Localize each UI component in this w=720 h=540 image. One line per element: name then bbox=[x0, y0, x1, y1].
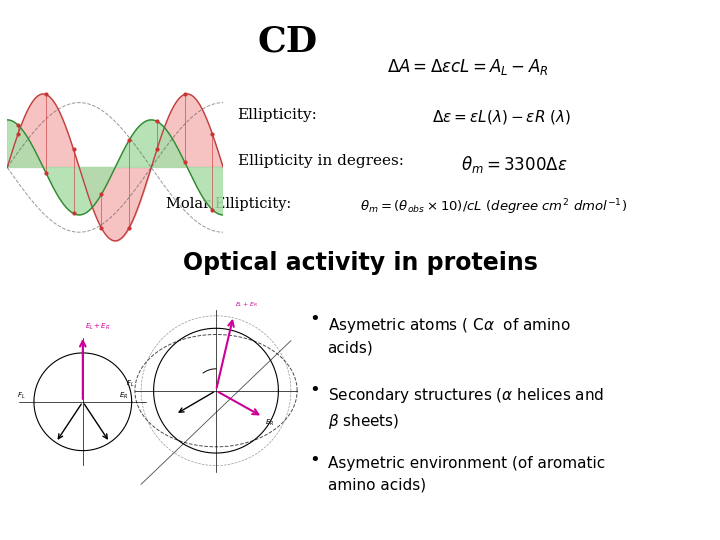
Text: •: • bbox=[310, 381, 320, 399]
Text: $F_L$: $F_L$ bbox=[17, 391, 25, 401]
Text: $E_L+E_R$: $E_L+E_R$ bbox=[235, 300, 258, 309]
Text: •: • bbox=[310, 310, 320, 328]
Text: $E_L+E_R$: $E_L+E_R$ bbox=[85, 321, 111, 332]
Text: $E_R$: $E_R$ bbox=[120, 391, 129, 401]
Text: Asymetric atoms ( C$\alpha$  of amino
acids): Asymetric atoms ( C$\alpha$ of amino aci… bbox=[328, 316, 571, 356]
Text: $F_L$: $F_L$ bbox=[125, 379, 134, 389]
Text: Ellipticity in degrees:: Ellipticity in degrees: bbox=[238, 154, 404, 168]
Text: $\Delta\varepsilon = \varepsilon L(\lambda) - \varepsilon R\ (\lambda)$: $\Delta\varepsilon = \varepsilon L(\lamb… bbox=[432, 108, 571, 126]
Text: Asymetric environment (of aromatic
amino acids): Asymetric environment (of aromatic amino… bbox=[328, 456, 605, 492]
Text: $\theta_m = (\theta_{obs} \times 10)/cL\ (degree\ cm^2\ dmol^{-1})$: $\theta_m = (\theta_{obs} \times 10)/cL\… bbox=[360, 197, 627, 217]
Text: Ellipticity:: Ellipticity: bbox=[238, 108, 318, 122]
Text: Molar Ellipticity:: Molar Ellipticity: bbox=[166, 197, 291, 211]
Text: $\Delta A = \Delta\varepsilon cL = A_L - A_R$: $\Delta A = \Delta\varepsilon cL = A_L -… bbox=[387, 57, 549, 77]
Text: $\theta_m = 3300\Delta\varepsilon$: $\theta_m = 3300\Delta\varepsilon$ bbox=[461, 154, 567, 175]
Text: $E_R$: $E_R$ bbox=[265, 418, 274, 428]
Text: Optical activity in proteins: Optical activity in proteins bbox=[183, 251, 537, 275]
Text: •: • bbox=[310, 451, 320, 469]
Text: CD: CD bbox=[258, 24, 318, 58]
Text: Secondary structures ($\alpha$ helices and
$\beta$ sheets): Secondary structures ($\alpha$ helices a… bbox=[328, 386, 604, 431]
